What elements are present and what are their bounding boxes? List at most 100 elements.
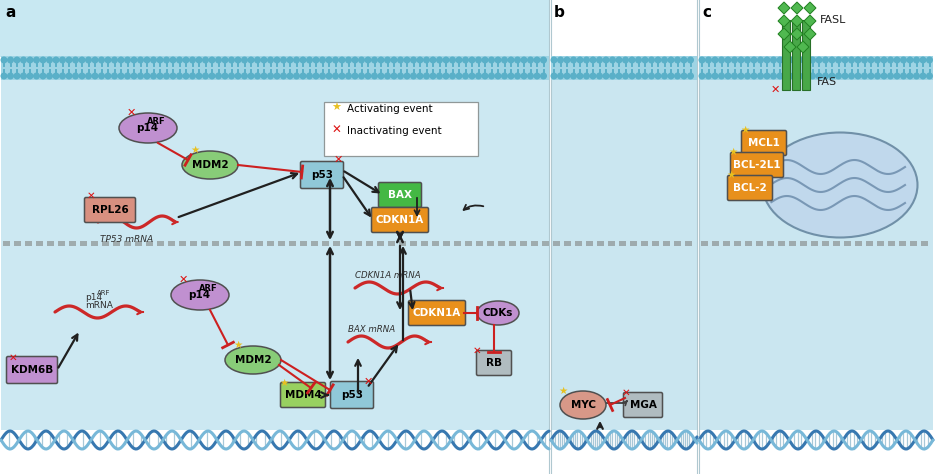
Text: ✕: ✕ (8, 353, 18, 363)
FancyBboxPatch shape (476, 350, 511, 375)
Circle shape (431, 57, 436, 63)
Circle shape (836, 73, 841, 79)
Bar (551, 56, 697, 80)
Circle shape (636, 57, 641, 63)
Text: FAS: FAS (817, 77, 837, 87)
Circle shape (616, 57, 622, 63)
Text: BAX: BAX (388, 190, 412, 200)
Bar (80, 240, 86, 246)
Circle shape (712, 73, 718, 79)
Text: ★: ★ (190, 145, 199, 155)
Circle shape (314, 57, 319, 63)
Circle shape (862, 73, 868, 79)
Circle shape (551, 73, 557, 79)
Circle shape (783, 57, 789, 63)
Circle shape (274, 73, 280, 79)
Text: CDKN1A mRNA: CDKN1A mRNA (355, 271, 420, 280)
Bar (3, 240, 9, 246)
Circle shape (842, 73, 848, 79)
Circle shape (823, 57, 828, 63)
Circle shape (14, 73, 20, 79)
Circle shape (482, 57, 488, 63)
Bar (866, 240, 872, 246)
Bar (723, 240, 729, 246)
Bar (0, 0, 936, 57)
Bar (377, 240, 384, 246)
Circle shape (712, 57, 718, 63)
Circle shape (300, 73, 306, 79)
Circle shape (248, 57, 254, 63)
Bar (487, 240, 493, 246)
Circle shape (80, 73, 85, 79)
Bar (822, 240, 828, 246)
Circle shape (170, 73, 176, 79)
Circle shape (764, 73, 769, 79)
Bar (778, 240, 784, 246)
Circle shape (417, 57, 423, 63)
Bar (498, 240, 505, 246)
Circle shape (810, 57, 815, 63)
Circle shape (365, 73, 371, 79)
Bar (300, 240, 306, 246)
Circle shape (777, 57, 782, 63)
Circle shape (622, 73, 628, 79)
Ellipse shape (119, 113, 177, 143)
Text: RB: RB (486, 358, 502, 368)
Text: ✕: ✕ (770, 85, 780, 95)
Circle shape (86, 57, 92, 63)
Text: MDM4: MDM4 (285, 390, 321, 400)
FancyBboxPatch shape (7, 356, 57, 383)
Circle shape (307, 57, 313, 63)
Text: mRNA: mRNA (85, 301, 113, 310)
Text: Inactivating event: Inactivating event (347, 126, 442, 136)
Circle shape (719, 57, 724, 63)
Bar (811, 240, 817, 246)
Circle shape (47, 57, 52, 63)
Bar (551, 57, 697, 430)
Bar (388, 240, 394, 246)
Circle shape (475, 57, 481, 63)
Bar (1, 57, 549, 430)
Circle shape (541, 73, 547, 79)
Circle shape (203, 73, 209, 79)
Bar (802, 20, 810, 90)
Circle shape (797, 73, 802, 79)
Circle shape (732, 73, 738, 79)
Bar (701, 240, 708, 246)
Circle shape (777, 73, 782, 79)
Circle shape (475, 73, 481, 79)
Ellipse shape (477, 301, 519, 325)
Circle shape (495, 57, 501, 63)
Circle shape (668, 57, 674, 63)
Circle shape (437, 57, 443, 63)
Circle shape (836, 57, 841, 63)
Bar (663, 240, 669, 246)
Circle shape (7, 73, 13, 79)
Circle shape (255, 73, 260, 79)
Circle shape (914, 57, 919, 63)
Circle shape (268, 57, 273, 63)
Circle shape (385, 57, 390, 63)
Circle shape (797, 57, 802, 63)
Bar (619, 240, 625, 246)
Circle shape (578, 57, 583, 63)
Circle shape (222, 73, 227, 79)
Bar (531, 240, 537, 246)
Bar (792, 20, 800, 90)
Circle shape (655, 57, 661, 63)
Circle shape (752, 73, 757, 79)
Circle shape (157, 57, 163, 63)
Text: TP53 mRNA: TP53 mRNA (100, 235, 154, 244)
Ellipse shape (182, 151, 238, 179)
Circle shape (378, 57, 384, 63)
Circle shape (920, 73, 926, 79)
Text: b: b (554, 5, 564, 20)
Bar (855, 240, 861, 246)
FancyBboxPatch shape (372, 208, 429, 233)
Text: ★: ★ (279, 378, 288, 388)
Circle shape (534, 73, 540, 79)
Circle shape (66, 57, 72, 63)
Circle shape (144, 57, 150, 63)
Circle shape (534, 57, 540, 63)
Text: MDM2: MDM2 (235, 355, 271, 365)
